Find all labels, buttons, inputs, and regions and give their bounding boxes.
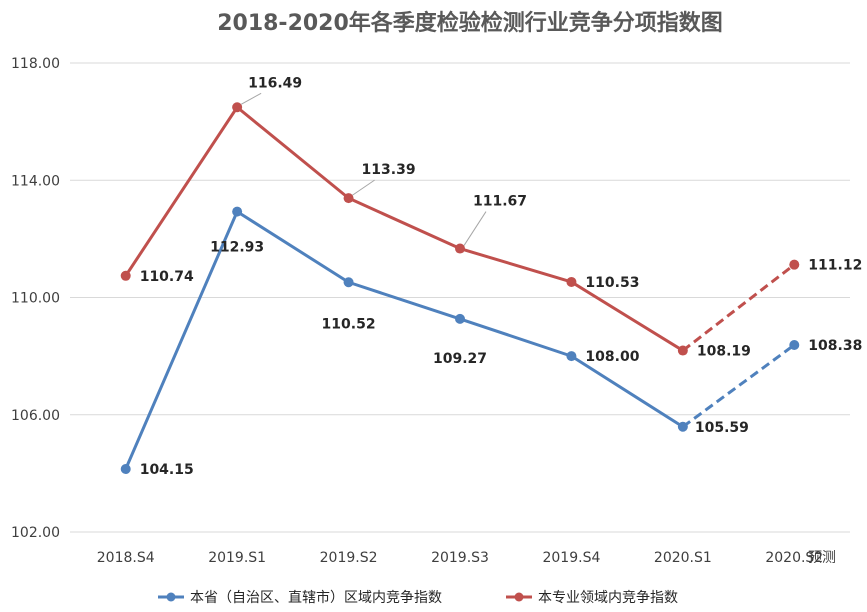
y-tick-label: 114.00: [11, 173, 60, 189]
x-tick-label: 2019.S1: [208, 550, 266, 566]
x-tick-label: 2019.S3: [431, 550, 489, 566]
data-label: 112.93: [210, 240, 264, 256]
legend-label-series-2: 本专业领域内竞争指数: [538, 589, 678, 606]
series-line: [124, 105, 684, 352]
data-point: [120, 463, 131, 474]
x-tick-label: 2020.S2: [765, 550, 823, 566]
y-tick-label: 118.00: [11, 56, 60, 72]
legend-marker-series-1: [166, 592, 176, 602]
data-point: [566, 276, 577, 287]
x-tick-label: 2019.S2: [320, 550, 378, 566]
data-label: 116.49: [248, 75, 302, 91]
data-label: 108.38: [808, 338, 862, 354]
label-leader: [352, 179, 375, 196]
label-leader: [463, 211, 487, 246]
data-point: [789, 259, 800, 270]
y-tick-label: 102.00: [11, 525, 60, 541]
x-axis-ticks: 2018.S4 2019.S1 2019.S2 2019.S3 2019.S4 2020.…: [97, 550, 823, 566]
data-label: 110.52: [322, 316, 376, 332]
data-point: [789, 339, 800, 350]
data-label: 113.39: [362, 162, 416, 178]
x-tick-label: 2018.S4: [97, 550, 155, 566]
series-layer: 104.15 112.93 110.52 109.27 108.00 105.59 108.…: [120, 75, 862, 478]
chart-title: 2018-2020年各季度检验检测行业竞争分项指数图: [217, 10, 723, 36]
forecast-line: [681, 263, 796, 352]
y-tick-label: 110.00: [11, 291, 60, 307]
series-line: [124, 210, 684, 470]
data-label: 110.53: [585, 275, 639, 291]
data-point: [343, 193, 354, 204]
data-point: [343, 277, 354, 288]
legend-marker-series-2: [514, 592, 524, 602]
data-point: [677, 421, 688, 432]
data-label: 111.12: [808, 258, 862, 274]
data-point: [455, 243, 465, 254]
data-label: 111.67: [473, 194, 527, 210]
series-2: 110.74 116.49 113.39 111.67 110.53 108.19 111.…: [120, 75, 862, 360]
data-label: 108.19: [697, 344, 751, 360]
forecast-label: 预测: [808, 550, 836, 566]
data-label: 104.15: [140, 462, 194, 478]
data-point: [677, 345, 688, 356]
data-point: [455, 313, 465, 324]
data-point: [232, 206, 243, 217]
data-label: 110.74: [140, 269, 194, 285]
data-point: [120, 270, 131, 281]
legend: 本省（自治区、直辖市）区域内竞争指数 本专业领域内竞争指数: [158, 589, 678, 606]
data-label: 109.27: [433, 351, 487, 367]
data-point: [566, 351, 577, 362]
label-leader: [240, 92, 262, 105]
data-label: 108.00: [585, 349, 639, 365]
series-1: 104.15 112.93 110.52 109.27 108.00 105.59 108.…: [120, 206, 862, 478]
x-tick-label: 2020.S1: [654, 550, 712, 566]
data-label: 105.59: [695, 420, 749, 436]
forecast-line: [681, 343, 796, 428]
y-axis-ticks: 102.00 106.00 110.00 114.00 118.00: [11, 56, 60, 541]
y-tick-label: 106.00: [11, 408, 60, 424]
x-tick-label: 2019.S4: [542, 550, 600, 566]
data-point: [232, 102, 243, 113]
legend-label-series-1: 本省（自治区、直辖市）区域内竞争指数: [190, 589, 442, 606]
